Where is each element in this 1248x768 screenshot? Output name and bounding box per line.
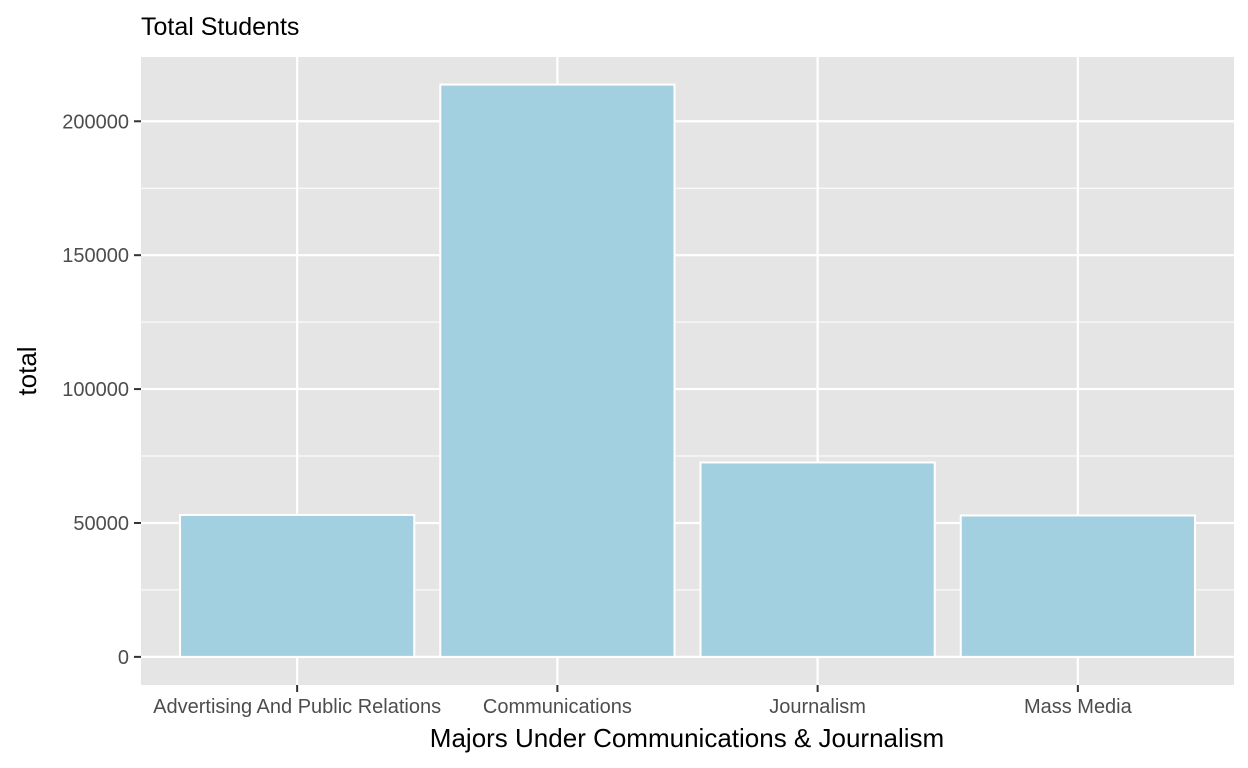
bars	[179, 83, 1196, 658]
bar	[439, 83, 676, 658]
y-tick-label: 50000	[73, 513, 129, 535]
chart-title: Total Students	[141, 13, 299, 41]
bar	[179, 513, 416, 658]
y-tick-label: 100000	[62, 379, 129, 401]
x-tick-label: Journalism	[769, 696, 866, 718]
x-tick-label: Advertising And Public Relations	[153, 696, 441, 718]
axes: 0 50000 100000 150000 200000 Advertising And …	[62, 111, 1132, 718]
x-tick-label: Mass Media	[1024, 696, 1133, 718]
y-tick-label: 200000	[62, 111, 129, 133]
y-axis-title: total	[12, 346, 42, 395]
y-tick-label: 0	[118, 647, 129, 669]
bar	[699, 461, 936, 658]
y-tick-label: 150000	[62, 245, 129, 267]
bar	[959, 514, 1196, 658]
x-tick-label: Communications	[483, 696, 632, 718]
x-axis-title: Majors Under Communications & Journalism	[430, 723, 944, 753]
